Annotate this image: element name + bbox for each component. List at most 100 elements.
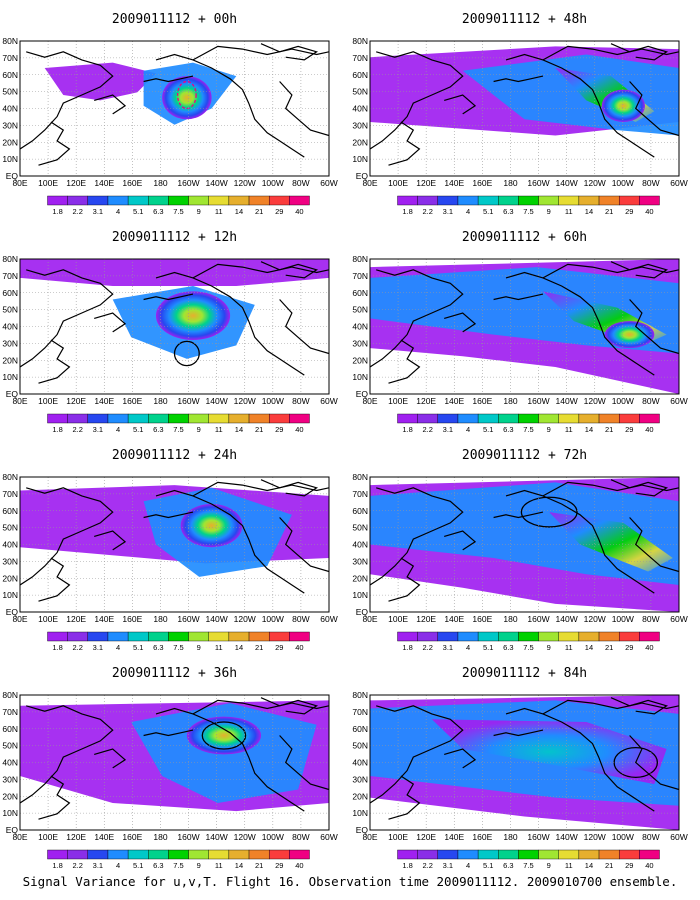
coastline xyxy=(94,530,127,551)
map-frame xyxy=(19,694,330,831)
colorbar-label: 9 xyxy=(197,207,201,216)
latitude-label: 50N xyxy=(2,87,18,97)
map-frame xyxy=(369,258,680,395)
longitude-label: 80E xyxy=(362,832,377,842)
coastline xyxy=(542,481,679,497)
colorbar-label: 11 xyxy=(215,861,223,870)
map-panel: 2009011112 + 24h 80N 70N 60N 50N 40N 30N 20N 10N… xyxy=(2,448,337,652)
colorbar-swatch xyxy=(107,413,129,424)
latitude-label: 20N xyxy=(2,791,18,801)
colorbar-swatch xyxy=(248,631,270,642)
colorbar-swatch xyxy=(397,195,418,206)
colorbar-swatch xyxy=(67,849,89,860)
colorbar-swatch xyxy=(437,631,459,642)
variance-maximum xyxy=(180,503,243,548)
longitude-label: 160W xyxy=(527,832,549,842)
longitude-label: 160E xyxy=(122,178,142,188)
longitude-label: 120E xyxy=(416,614,436,624)
latitude-label: 50N xyxy=(352,87,368,97)
longitude-label: 120E xyxy=(66,178,86,188)
latitude-label: 80N xyxy=(352,36,368,46)
colorbar-swatch xyxy=(598,849,620,860)
colorbar-swatch xyxy=(67,195,89,206)
longitude-label: 140E xyxy=(94,832,114,842)
colorbar-label: 9 xyxy=(197,861,201,870)
colorbar-swatch xyxy=(87,849,109,860)
panel-title: 2009011112 + 72h xyxy=(462,448,587,463)
colorbar-swatch xyxy=(289,413,310,424)
colorbar-swatch xyxy=(518,631,539,642)
colorbar-label: 7.5 xyxy=(173,861,183,870)
latitude-label: 60N xyxy=(2,288,18,298)
longitude-label: 140E xyxy=(94,178,114,188)
coastline xyxy=(20,269,114,368)
colorbar-label: 3.1 xyxy=(93,861,103,870)
colorbar-swatch xyxy=(618,413,640,424)
longitude-label: 100E xyxy=(38,396,58,406)
colorbar-label: 5.1 xyxy=(483,643,493,652)
latitude-label: 20N xyxy=(352,355,368,365)
panel-title: 2009011112 + 84h xyxy=(462,666,587,681)
longitude-label: 100W xyxy=(612,178,634,188)
coastline xyxy=(542,263,679,279)
latitude-label: 50N xyxy=(2,523,18,533)
colorbar-swatch xyxy=(558,631,580,642)
longitude-label: 80E xyxy=(12,614,27,624)
colorbar-swatch xyxy=(188,849,209,860)
colorbar-label: 6.3 xyxy=(503,425,513,434)
colorbar-label: 29 xyxy=(275,861,283,870)
longitude-label: 60W xyxy=(320,614,337,624)
colorbar-label: 6.3 xyxy=(503,861,513,870)
longitude-label: 100W xyxy=(262,614,284,624)
longitude-label: 120E xyxy=(416,832,436,842)
colorbar-label: 9 xyxy=(547,425,551,434)
longitude-label: 180 xyxy=(153,178,167,188)
coastline xyxy=(143,511,194,519)
longitude-label: 100W xyxy=(612,832,634,842)
longitude-label: 120W xyxy=(234,832,256,842)
colorbar-swatch xyxy=(518,849,539,860)
colorbar-label: 9 xyxy=(547,643,551,652)
map-frame xyxy=(369,40,680,177)
longitude-label: 160W xyxy=(177,396,199,406)
latitude-label: 40N xyxy=(352,322,368,332)
latitude-label: 70N xyxy=(352,707,368,717)
colorbar-swatch xyxy=(148,849,169,860)
colorbar-swatch xyxy=(148,413,169,424)
coastline xyxy=(629,81,679,137)
colorbar-label: 11 xyxy=(565,207,573,216)
latitude-label: 20N xyxy=(2,573,18,583)
colorbar-swatch xyxy=(417,413,439,424)
colorbar-swatch xyxy=(107,631,129,642)
colorbar-label: 1.8 xyxy=(52,861,62,870)
coastline xyxy=(370,51,464,150)
latitude-label: 50N xyxy=(352,305,368,315)
latitude-label: 60N xyxy=(352,288,368,298)
latitude-label: 80N xyxy=(2,690,18,700)
variance-maximum xyxy=(601,89,646,123)
longitude-label: 160W xyxy=(177,832,199,842)
latitude-label: EQ xyxy=(356,389,369,399)
longitude-label: 120E xyxy=(66,832,86,842)
colorbar-swatch xyxy=(618,849,640,860)
colorbar-swatch xyxy=(558,413,580,424)
colorbar-label: 5.1 xyxy=(133,207,143,216)
colorbar-label: 29 xyxy=(275,207,283,216)
longitude-label: 120E xyxy=(416,178,436,188)
coastline xyxy=(629,735,679,791)
colorbar-label: 9 xyxy=(547,207,551,216)
colorbar-swatch xyxy=(148,195,169,206)
colorbar-label: 1.8 xyxy=(52,207,62,216)
figure-caption: Signal Variance for u,v,T. Flight 16. Ob… xyxy=(23,874,678,889)
latitude-label: 50N xyxy=(2,741,18,751)
coastline xyxy=(610,479,669,497)
longitude-label: 180 xyxy=(503,614,517,624)
coastline xyxy=(370,705,464,804)
longitude-label: 120E xyxy=(416,396,436,406)
colorbar-swatch xyxy=(168,413,189,424)
colorbar-label: 21 xyxy=(605,861,613,870)
colorbar-swatch xyxy=(578,195,600,206)
colorbar-label: 5.1 xyxy=(133,425,143,434)
colorbar-label: 2.2 xyxy=(73,425,83,434)
colorbar-label: 3.1 xyxy=(443,643,453,652)
